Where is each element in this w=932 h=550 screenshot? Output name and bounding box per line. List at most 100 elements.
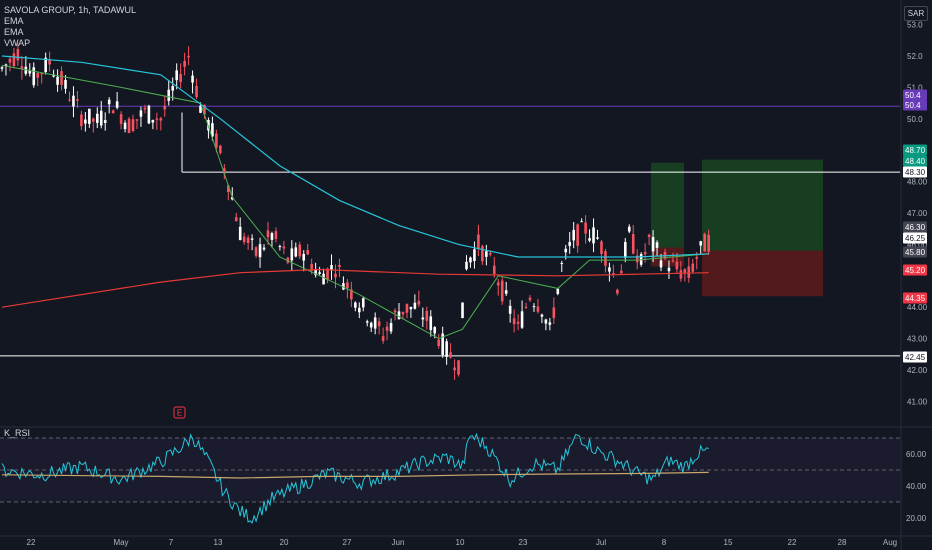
currency-button[interactable]: SAR — [904, 6, 928, 21]
candle-body[interactable] — [119, 114, 123, 124]
candle-body[interactable] — [397, 311, 401, 320]
position-stop-zone[interactable] — [702, 250, 823, 297]
candle-body[interactable] — [659, 260, 663, 268]
candle-body[interactable] — [282, 246, 286, 249]
candle-body[interactable] — [88, 108, 91, 124]
candle-body[interactable] — [28, 70, 32, 74]
candle-body[interactable] — [318, 272, 321, 274]
candle-body[interactable] — [80, 114, 83, 127]
position-target-zone[interactable] — [702, 159, 823, 251]
candle-body[interactable] — [163, 105, 167, 110]
candle-body[interactable] — [230, 197, 234, 200]
candle-body[interactable] — [354, 302, 357, 308]
candle-body[interactable] — [385, 326, 389, 331]
candle-body[interactable] — [219, 145, 222, 153]
candle-body[interactable] — [191, 75, 194, 83]
candle-body[interactable] — [155, 118, 159, 120]
candle-body[interactable] — [44, 57, 47, 72]
candle-body[interactable] — [127, 118, 131, 134]
candle-body[interactable] — [449, 352, 452, 358]
candle-body[interactable] — [461, 302, 464, 318]
candle-body[interactable] — [409, 306, 413, 310]
candle-body[interactable] — [627, 226, 631, 232]
candle-body[interactable] — [234, 217, 238, 222]
candle-body[interactable] — [68, 99, 71, 101]
candle-body[interactable] — [592, 227, 595, 244]
candle-body[interactable] — [445, 341, 448, 357]
candle-body[interactable] — [20, 66, 24, 70]
candle-body[interactable] — [131, 119, 135, 132]
candle-body[interactable] — [441, 333, 444, 356]
candle-body[interactable] — [286, 257, 290, 263]
candle-body[interactable] — [500, 280, 504, 302]
candle-body[interactable] — [342, 283, 345, 290]
candle-body[interactable] — [195, 86, 198, 98]
candle-body[interactable] — [520, 311, 524, 328]
candle-body[interactable] — [437, 339, 440, 347]
candle-body[interactable] — [187, 55, 190, 58]
candle-body[interactable] — [540, 314, 544, 317]
candle-body[interactable] — [167, 89, 171, 101]
rsi-line[interactable] — [1, 432, 709, 524]
candle-body[interactable] — [302, 253, 306, 261]
candle-body[interactable] — [576, 224, 579, 246]
candle-body[interactable] — [298, 244, 302, 257]
candle-body[interactable] — [238, 226, 242, 241]
candle-body[interactable] — [326, 268, 329, 280]
candle-body[interactable] — [413, 302, 417, 309]
candle-body[interactable] — [56, 76, 59, 85]
candle-body[interactable] — [544, 319, 548, 324]
candle-body[interactable] — [278, 246, 282, 248]
candle-body[interactable] — [322, 273, 325, 285]
candle-body[interactable] — [211, 123, 214, 137]
vwap-line[interactable] — [1, 268, 709, 308]
candle-body[interactable] — [84, 119, 87, 124]
candle-body[interactable] — [651, 237, 655, 252]
candle-body[interactable] — [679, 270, 683, 279]
candle-body[interactable] — [361, 298, 365, 308]
candle-body[interactable] — [616, 289, 619, 294]
ema-fast-label[interactable]: EMA — [4, 16, 24, 26]
candle-body[interactable] — [270, 233, 274, 240]
candle-body[interactable] — [528, 297, 532, 301]
candle-body[interactable] — [40, 73, 43, 75]
candle-body[interactable] — [306, 250, 309, 255]
candle-body[interactable] — [552, 307, 556, 319]
candle-body[interactable] — [314, 269, 317, 276]
candle-body[interactable] — [183, 61, 186, 67]
candle-body[interactable] — [564, 248, 568, 253]
candle-body[interactable] — [465, 261, 468, 270]
ema-fast-line[interactable] — [1, 64, 709, 340]
candle-body[interactable] — [405, 303, 409, 313]
candle-body[interactable] — [52, 74, 55, 77]
candle-body[interactable] — [683, 269, 687, 273]
candle-body[interactable] — [655, 242, 659, 248]
ema-slow-label[interactable]: EMA — [4, 27, 24, 37]
candle-body[interactable] — [369, 322, 373, 328]
candle-body[interactable] — [580, 221, 583, 223]
candle-body[interactable] — [115, 101, 119, 108]
candle-body[interactable] — [338, 265, 341, 268]
candle-body[interactable] — [16, 49, 20, 61]
candle-body[interactable] — [671, 260, 675, 262]
candle-body[interactable] — [675, 261, 679, 270]
candle-body[interactable] — [294, 247, 298, 257]
candle-body[interactable] — [334, 273, 337, 278]
candle-body[interactable] — [151, 119, 155, 123]
candle-body[interactable] — [350, 289, 353, 300]
candle-body[interactable] — [0, 67, 4, 69]
candle-body[interactable] — [623, 241, 627, 258]
candle-body[interactable] — [274, 231, 278, 239]
candle-body[interactable] — [532, 306, 536, 308]
candle-body[interactable] — [250, 238, 254, 240]
candle-body[interactable] — [612, 273, 615, 275]
candle-body[interactable] — [707, 234, 710, 252]
candle-body[interactable] — [246, 237, 250, 244]
candle-body[interactable] — [568, 242, 572, 246]
rsi-title[interactable]: K_RSI — [4, 428, 31, 438]
candle-body[interactable] — [433, 327, 437, 334]
candle-body[interactable] — [223, 168, 226, 174]
candle-body[interactable] — [381, 336, 385, 341]
candle-body[interactable] — [159, 118, 163, 121]
candle-body[interactable] — [143, 107, 147, 110]
